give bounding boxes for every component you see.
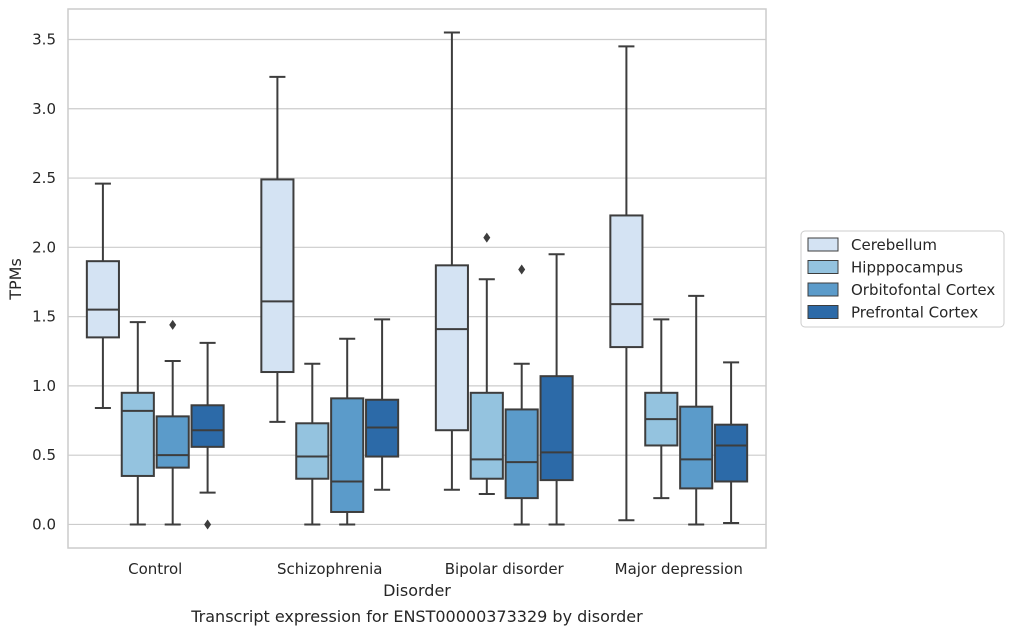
legend-label: Orbitofontal Cortex xyxy=(851,281,995,299)
box-iqr xyxy=(190,404,225,448)
outlier-point xyxy=(483,232,491,243)
box-schizophrenia xyxy=(365,318,400,491)
x-tick-label: Control xyxy=(128,560,182,578)
y-axis-title: TPMs xyxy=(6,258,25,301)
box-control xyxy=(155,319,190,526)
box-schizophrenia xyxy=(260,75,295,423)
series-prefrontal-cortex xyxy=(190,253,749,530)
plot-frame xyxy=(67,8,767,549)
outlier-point xyxy=(169,319,177,330)
series-hipppocampus xyxy=(120,232,679,526)
box-control xyxy=(120,321,155,526)
series-cerebellum xyxy=(85,31,644,522)
y-tick-label: 3.5 xyxy=(32,30,56,48)
y-tick-label: 2.0 xyxy=(32,238,56,256)
x-axis-title: Disorder xyxy=(383,581,451,600)
box-iqr xyxy=(260,178,295,374)
box-bipolar-disorder xyxy=(469,232,504,495)
y-tick-label: 0.5 xyxy=(32,446,56,464)
box-major-depression xyxy=(644,318,679,500)
box-bipolar-disorder xyxy=(504,264,539,526)
box-major-depression xyxy=(714,361,749,525)
x-tick-label: Bipolar disorder xyxy=(445,560,565,578)
box-schizophrenia xyxy=(330,337,365,526)
box-control xyxy=(190,341,225,530)
box-iqr xyxy=(330,397,365,513)
box-bipolar-disorder xyxy=(434,31,469,491)
x-tick-label: Schizophrenia xyxy=(277,560,382,578)
series-orbitofontal-cortex xyxy=(155,264,714,526)
y-axis-ticks: 0.0 0.5 1.0 1.5 2.0 2.5 3.0 3.5 xyxy=(32,30,56,533)
box-major-depression xyxy=(609,45,644,522)
box-iqr xyxy=(504,408,539,500)
legend-swatch xyxy=(807,282,839,297)
outlier-point xyxy=(518,264,526,275)
legend-frame xyxy=(800,230,1005,328)
box-iqr xyxy=(714,423,749,483)
x-tick-label: Major depression xyxy=(615,560,743,578)
legend-swatch xyxy=(807,237,839,252)
y-tick-label: 1.5 xyxy=(32,308,56,326)
legend: Cerebellum Hipppocampus Orbitofontal Corte… xyxy=(800,230,1005,328)
box-schizophrenia xyxy=(295,362,330,526)
y-tick-label: 0.0 xyxy=(32,515,56,533)
box-major-depression xyxy=(679,294,714,526)
box-iqr xyxy=(609,214,644,349)
outlier-point xyxy=(204,519,212,530)
box-control xyxy=(85,182,120,410)
box-iqr xyxy=(679,405,714,490)
box-iqr xyxy=(295,422,330,480)
box-iqr xyxy=(120,391,155,477)
legend-label: Hipppocampus xyxy=(851,259,963,277)
box-bipolar-disorder xyxy=(539,253,574,526)
y-tick-label: 3.0 xyxy=(32,100,56,118)
chart-title: Transcript expression for ENST0000037332… xyxy=(190,607,643,626)
y-tick-label: 1.0 xyxy=(32,377,56,395)
box-iqr xyxy=(85,260,120,339)
legend-swatch xyxy=(807,305,839,319)
box-iqr xyxy=(155,415,190,469)
box-series-group xyxy=(85,31,749,530)
box-iqr xyxy=(469,391,504,480)
box-iqr xyxy=(539,375,574,482)
box-iqr xyxy=(434,264,469,432)
legend-label: Cerebellum xyxy=(851,236,937,254)
legend-label: Prefrontal Cortex xyxy=(851,304,978,322)
y-tick-label: 2.5 xyxy=(32,169,56,187)
x-axis-ticks: Control Schizophrenia Bipolar disorder Majo… xyxy=(128,560,743,578)
legend-swatch xyxy=(807,260,839,274)
